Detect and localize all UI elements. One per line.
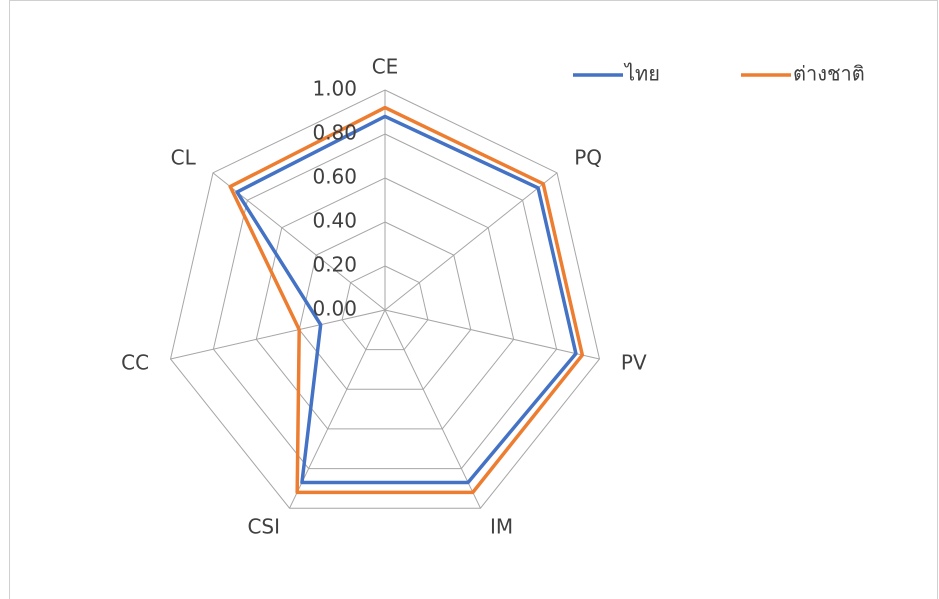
category-label: CL	[171, 146, 197, 170]
category-label: PQ	[574, 146, 602, 170]
category-label: CC	[121, 350, 149, 374]
series-line	[230, 108, 582, 493]
spoke	[385, 173, 557, 310]
chart: 0.000.200.400.600.801.00CEPQPVIMCSICCCL …	[0, 0, 939, 599]
category-label: IM	[490, 515, 513, 539]
r-tick-label: 0.60	[312, 165, 357, 189]
legend-label: ต่างชาติ	[793, 62, 865, 86]
r-tick-label: 0.20	[312, 253, 357, 277]
spoke	[385, 310, 480, 508]
r-tick-label: 1.00	[312, 77, 357, 101]
r-tick-label: 0.80	[312, 121, 357, 145]
r-tick-label: 0.00	[312, 297, 357, 321]
legend-label: ไทย	[623, 62, 660, 86]
category-label: CSI	[247, 515, 280, 539]
category-label: CE	[372, 55, 399, 79]
r-tick-label: 0.40	[312, 209, 357, 233]
chart-frame	[10, 1, 938, 599]
category-label: PV	[621, 350, 647, 374]
